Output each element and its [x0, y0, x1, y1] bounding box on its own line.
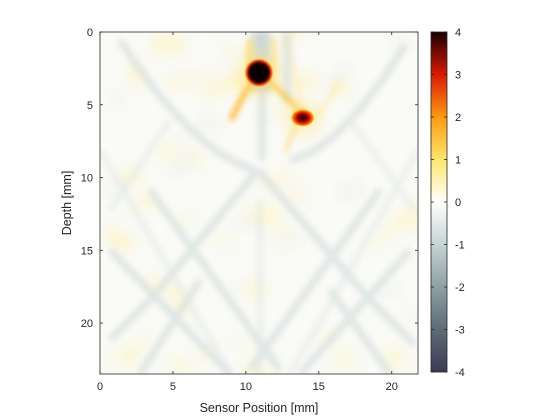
x-tick-label: 0 [97, 381, 103, 393]
y-tick-label: 0 [87, 27, 93, 39]
speckle-patch [177, 73, 196, 80]
speckle-patch [105, 88, 129, 112]
colorbar-tick-label: -4 [455, 367, 465, 379]
speckle-patch [286, 70, 319, 95]
speckle-patch [379, 222, 401, 241]
speckle-patch [202, 75, 240, 99]
speckle-patch [129, 72, 146, 89]
speckle-patch [172, 133, 205, 145]
speckle-patch [403, 305, 418, 331]
heatmap-image [100, 32, 418, 374]
speckle-patch [246, 206, 282, 223]
speckle-patch [173, 215, 193, 226]
artifact-streaks-faint [100, 118, 418, 374]
colorbar-tick-label: 2 [455, 112, 461, 124]
x-tick-label: 10 [240, 381, 252, 393]
speckle-patch [390, 197, 418, 230]
x-axis-label: Sensor Position [mm] [200, 401, 319, 415]
colorbar: 4 3 2 1 0 -1 -2 -3 -4 [430, 27, 465, 379]
speckle-patch [186, 149, 204, 167]
peak-2 [290, 108, 315, 127]
x-tick-label: 15 [313, 381, 325, 393]
y-tick-label: 10 [81, 173, 93, 185]
speckle-patch [223, 42, 236, 58]
colorbar-tick-label: 0 [455, 197, 461, 209]
speckle-patch [122, 348, 141, 368]
speckle-patch [202, 70, 221, 84]
speckle-patch [257, 170, 293, 192]
y-axis-ticks: 0 5 10 15 20 [81, 27, 418, 330]
artifact-streaks [107, 32, 418, 374]
speckle-patch [102, 224, 135, 252]
speckle-patch [382, 345, 408, 371]
y-tick-label: 5 [87, 100, 93, 112]
colorbar-tick-label: -1 [455, 240, 465, 252]
colorbar-tick-label: 4 [455, 27, 461, 39]
colorbar-tick-label: -3 [455, 325, 465, 337]
speckle-patch [151, 33, 187, 55]
x-tick-label: 5 [170, 381, 176, 393]
speckle-patch [335, 178, 365, 204]
speckle-patch [264, 240, 284, 256]
speckle-patch [331, 348, 359, 374]
speckle-patch [227, 276, 255, 297]
peak-1 [244, 57, 274, 88]
shadow-column-2 [282, 32, 292, 102]
speckle-patch [279, 240, 292, 249]
y-tick-label: 15 [81, 245, 93, 257]
speckle-patch [170, 356, 190, 374]
y-axis-label: Depth [mm] [60, 171, 74, 236]
speckle-patch [156, 140, 183, 165]
speckle-patch [409, 221, 418, 232]
peaks [236, 49, 323, 135]
x-axis-ticks: 0 5 10 15 20 [97, 32, 398, 393]
speckle-patch [331, 60, 357, 82]
colorbar-image [431, 32, 447, 372]
colorbar-tick-label: -2 [455, 282, 465, 294]
colorbar-tick-label: 3 [455, 70, 461, 82]
speckle-patch [195, 115, 222, 132]
speckle-patch [134, 193, 156, 209]
colorbar-ticks: 4 3 2 1 0 -1 -2 -3 -4 [431, 27, 465, 379]
y-tick-label: 20 [81, 318, 93, 330]
colorbar-tick-label: 1 [455, 155, 461, 167]
speckle-patch [105, 360, 130, 370]
speckle-patch [211, 232, 233, 248]
x-tick-label: 20 [386, 381, 398, 393]
speckle-patch [286, 185, 306, 205]
plot-frame [99, 31, 419, 375]
